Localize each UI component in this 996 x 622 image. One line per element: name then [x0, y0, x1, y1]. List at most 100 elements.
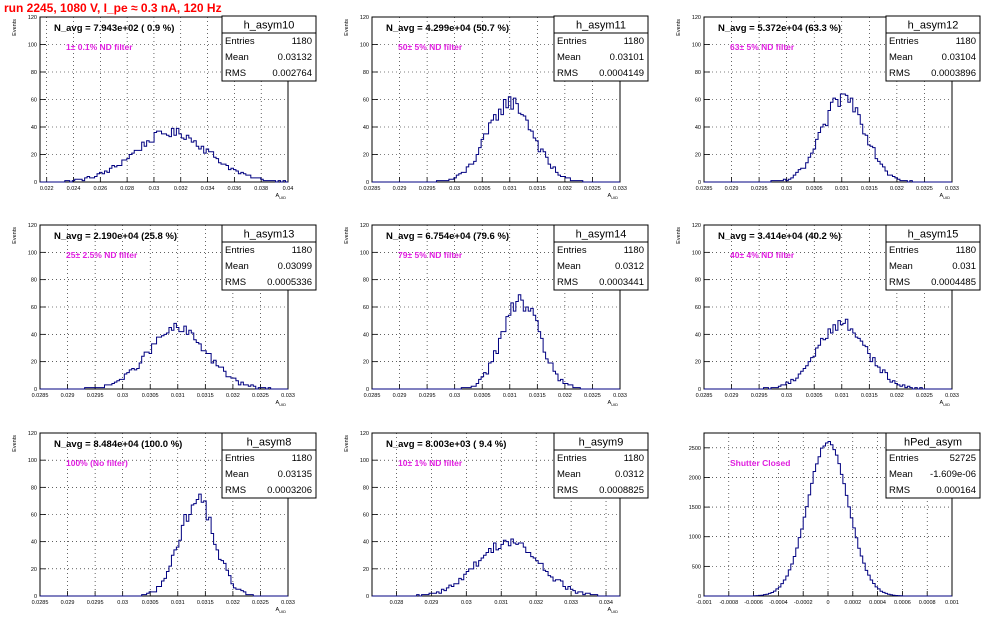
x-tick-label: 0.029 [424, 600, 438, 606]
y-tick-label: 500 [692, 564, 701, 570]
y-tick-label: 2000 [689, 475, 701, 481]
histogram-panel-h_asym13: 0.0285 0.029 0.0295 0.03 0.0305 0.031 0.0315 0.… [12, 223, 317, 407]
x-axis-label-main: A [607, 607, 611, 613]
stats-title: h_asym12 [908, 20, 959, 32]
x-tick-label: 0.029 [393, 393, 407, 399]
x-tick-label: 0.033 [564, 600, 578, 606]
x-tick-label: 0.0295 [751, 186, 768, 192]
x-tick-label: 0.03 [149, 186, 160, 192]
stats-rms-label: RMS [225, 485, 246, 496]
x-tick-label: 0.0285 [364, 393, 381, 399]
stats-mean-label: Mean [225, 261, 249, 272]
y-tick-label: 80 [363, 70, 369, 76]
x-axis-label-sub: UID [611, 609, 618, 614]
stats-mean-label: Mean [889, 469, 913, 480]
x-tick-label: 0.032 [890, 186, 904, 192]
histogram-panel-h_asym11: 0.0285 0.029 0.0295 0.03 0.0305 0.031 0.0315 0.… [344, 15, 649, 200]
x-tick-label: 0.0285 [696, 186, 713, 192]
y-tick-label: 120 [692, 223, 701, 229]
y-tick-label: 100 [360, 458, 369, 464]
x-tick-label: 0.031 [171, 600, 185, 606]
x-tick-label: 0.0315 [529, 393, 546, 399]
stats-rms-value: 0.0005336 [267, 277, 312, 288]
x-tick-label: 0.0325 [916, 393, 933, 399]
y-tick-label: 120 [28, 431, 37, 437]
histogram-line [704, 318, 952, 390]
stats-entries-value: 1180 [956, 36, 976, 47]
x-tick-label: 0.03 [781, 186, 792, 192]
x-tick-label: 0.033 [281, 393, 295, 399]
filter-label: 25± 2.5% ND filter [66, 250, 138, 260]
x-tick-label: 0.0295 [419, 393, 436, 399]
filter-label: 10± 1% ND filter [398, 458, 463, 468]
y-tick-label: 20 [695, 153, 701, 159]
stats-title: h_asym10 [244, 20, 295, 32]
x-tick-label: 0.029 [725, 186, 739, 192]
stats-entries-value: 1180 [624, 245, 644, 256]
stats-entries-label: Entries [225, 36, 255, 47]
stats-mean-label: Mean [225, 469, 249, 480]
x-axis-label-main: A [939, 193, 943, 199]
y-tick-label: 0 [366, 594, 369, 600]
x-tick-label: 0.033 [945, 393, 959, 399]
x-tick-label: 0.03 [781, 393, 792, 399]
y-tick-label: 0 [34, 594, 37, 600]
filter-label: 79± 5% ND filter [398, 250, 463, 260]
stats-entries-label: Entries [889, 245, 919, 256]
x-tick-label: -0.001 [696, 600, 712, 606]
stats-rms-label: RMS [557, 68, 578, 79]
x-axis-label-sub: UID [611, 402, 618, 407]
navg-label: N_avg = 7.943e+02 ( 0.9 %) [54, 23, 174, 34]
histogram-panel-h_asym8: 0.0285 0.029 0.0295 0.03 0.0305 0.031 0.0315 0.… [12, 431, 317, 614]
stats-mean-value: 0.03104 [942, 52, 976, 63]
stats-entries-value: 1180 [956, 245, 976, 256]
x-tick-label: 0.0008 [919, 600, 936, 606]
histogram-panel-h_asym9: 0.028 0.029 0.03 0.031 0.032 0.033 0.034 0 20 40 6… [344, 431, 649, 614]
x-tick-label: 0.0325 [252, 393, 269, 399]
x-tick-label: 0.0305 [806, 393, 823, 399]
stats-box [221, 15, 317, 82]
y-tick-label: 80 [695, 278, 701, 284]
y-tick-label: 2500 [689, 446, 701, 452]
y-tick-label: 80 [31, 70, 37, 76]
y-tick-label: 1000 [689, 535, 701, 541]
y-tick-label: 60 [695, 98, 701, 104]
x-tick-label: 0.0315 [861, 186, 878, 192]
x-tick-label: 0.0325 [916, 186, 933, 192]
x-tick-label: 0.029 [393, 186, 407, 192]
x-axis-label: AUID [939, 193, 950, 200]
x-tick-label: 0.032 [529, 600, 543, 606]
x-tick-label: 0.0285 [696, 393, 713, 399]
x-tick-label: 0.0325 [252, 600, 269, 606]
stats-title: h_asym14 [576, 229, 627, 241]
y-tick-label: 40 [363, 332, 369, 338]
y-tick-label: 80 [31, 278, 37, 284]
x-tick-label: 0.033 [281, 600, 295, 606]
x-axis-label-main: A [607, 193, 611, 199]
y-tick-label: 0 [366, 180, 369, 186]
filter-label: Shutter Closed [730, 458, 790, 468]
x-tick-label: 0.0315 [197, 600, 214, 606]
y-axis-label: Events [12, 435, 18, 452]
navg-label: N_avg = 3.414e+04 (40.2 %) [718, 231, 841, 242]
x-tick-label: -0.0002 [794, 600, 813, 606]
y-tick-label: 100 [692, 43, 701, 49]
y-tick-label: 20 [363, 567, 369, 573]
y-axis-label: Events [344, 227, 350, 244]
x-axis-label-sub: UID [943, 402, 950, 407]
y-tick-label: 60 [363, 305, 369, 311]
y-axis-label: Events [344, 435, 350, 452]
x-tick-label: 0.04 [283, 186, 294, 192]
stats-title: h_asym9 [579, 437, 624, 449]
x-tick-label: 0.03 [117, 600, 128, 606]
x-tick-label: 0.0285 [32, 393, 49, 399]
y-tick-label: 20 [31, 360, 37, 366]
x-tick-label: 0.031 [835, 186, 849, 192]
y-tick-label: 120 [360, 431, 369, 437]
stats-box [553, 224, 649, 291]
x-tick-label: 0.036 [227, 186, 241, 192]
filter-label: 50± 5% ND filter [398, 42, 463, 52]
x-axis-label: AUID [607, 400, 618, 407]
y-tick-label: 0 [698, 594, 701, 600]
